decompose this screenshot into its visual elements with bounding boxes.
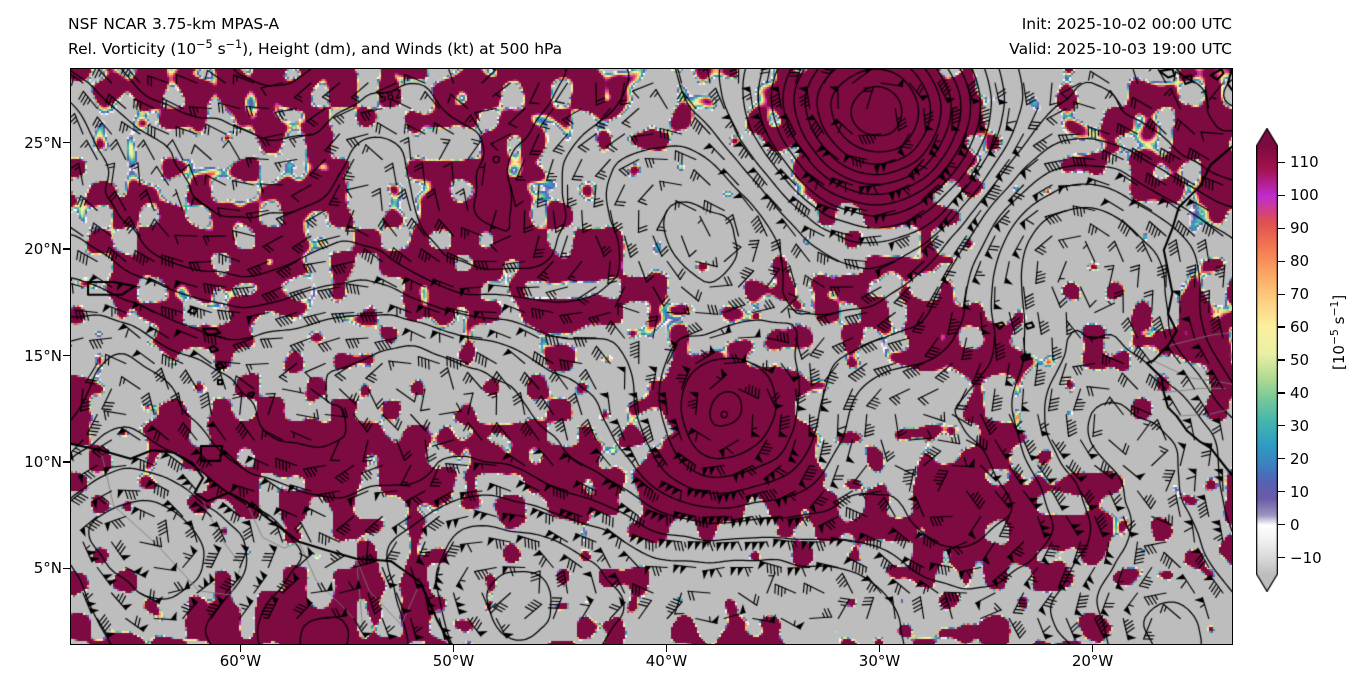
colorbar-tick-label-9: 20: [1290, 449, 1310, 468]
x-tick-label-1: 50°W: [432, 652, 475, 670]
colorbar-tick-label-6: 50: [1290, 351, 1310, 369]
colorbar-tick-mark: [1278, 260, 1285, 262]
y-tick-label-3: 10°N: [24, 452, 62, 471]
colorbar-tick-label-3: 80: [1290, 252, 1310, 271]
init-time-label: Init: 2025-10-02 00:00 UTC: [1021, 15, 1232, 33]
colorbar-tick-mark: [1278, 556, 1285, 559]
y-tick-mark: [63, 141, 70, 144]
vorticity-height-wind-map: [71, 69, 1232, 644]
x-tick-label-4: 20°W: [1071, 652, 1114, 670]
map-axes: [70, 68, 1233, 645]
colorbar-tick-mark: [1278, 425, 1285, 427]
y-tick-label-2: 15°N: [24, 346, 62, 365]
model-title: NSF NCAR 3.75-km MPAS-A: [68, 15, 280, 33]
colorbar-tick-label-0: 110: [1290, 153, 1319, 172]
colorbar-tick-mark: [1278, 194, 1285, 197]
colorbar-tick-mark: [1278, 458, 1285, 460]
field-title: Rel. Vorticity (10−5 s−1), Height (dm), …: [68, 37, 563, 58]
figure-title-right: Init: 2025-10-02 00:00 UTC Valid: 2025-1…: [1009, 12, 1232, 62]
figure-title-left: NSF NCAR 3.75-km MPAS-A Rel. Vorticity (…: [68, 12, 562, 62]
y-tick-label-4: 5°N: [33, 559, 62, 578]
y-tick-mark: [63, 461, 70, 463]
colorbar-tick-mark: [1278, 326, 1285, 328]
colorbar-tick-mark: [1278, 523, 1285, 526]
x-tick-label-2: 40°W: [645, 652, 688, 670]
colorbar-tick-mark: [1278, 392, 1285, 394]
colorbar-tick-label-4: 70: [1290, 285, 1310, 304]
colorbar-gradient: [1256, 128, 1278, 592]
colorbar: [1256, 128, 1278, 592]
colorbar-tick-mark: [1278, 161, 1285, 164]
colorbar-tick-label-7: 40: [1290, 383, 1310, 402]
valid-time-label: Valid: 2025-10-03 19:00 UTC: [1009, 40, 1232, 58]
y-tick-mark: [63, 248, 70, 250]
x-tick-mark: [239, 645, 242, 652]
colorbar-tick-label-12: −10: [1290, 548, 1322, 567]
colorbar-tick-label-1: 100: [1290, 186, 1319, 205]
x-tick-mark: [1091, 645, 1094, 652]
y-tick-mark: [63, 567, 70, 570]
colorbar-tick-mark: [1278, 227, 1285, 229]
y-tick-label-0: 25°N: [24, 133, 62, 152]
x-tick-mark: [452, 645, 455, 652]
y-tick-mark: [63, 354, 70, 357]
colorbar-tick-mark: [1278, 359, 1285, 361]
colorbar-tick-mark: [1278, 491, 1285, 493]
colorbar-tick-label-5: 60: [1290, 318, 1310, 337]
x-tick-label-0: 60°W: [219, 652, 262, 670]
colorbar-tick-label-8: 30: [1290, 416, 1310, 435]
colorbar-title: [10−5 s−1]: [1328, 294, 1348, 370]
x-tick-mark: [665, 645, 668, 652]
x-tick-mark: [878, 645, 881, 652]
colorbar-tick-label-10: 10: [1290, 482, 1310, 501]
colorbar-tick-label-2: 90: [1290, 219, 1310, 238]
y-tick-label-1: 20°N: [24, 240, 62, 259]
colorbar-tick-mark: [1278, 293, 1285, 295]
x-tick-label-3: 30°W: [858, 652, 901, 670]
colorbar-tick-label-11: 0: [1290, 515, 1300, 534]
